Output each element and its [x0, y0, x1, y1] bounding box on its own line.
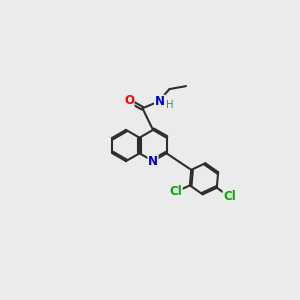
Text: N: N [154, 95, 165, 108]
Text: Cl: Cl [169, 185, 182, 199]
Text: O: O [124, 94, 134, 107]
Text: Cl: Cl [223, 190, 236, 203]
Text: N: N [148, 154, 158, 168]
Text: H: H [166, 100, 173, 110]
